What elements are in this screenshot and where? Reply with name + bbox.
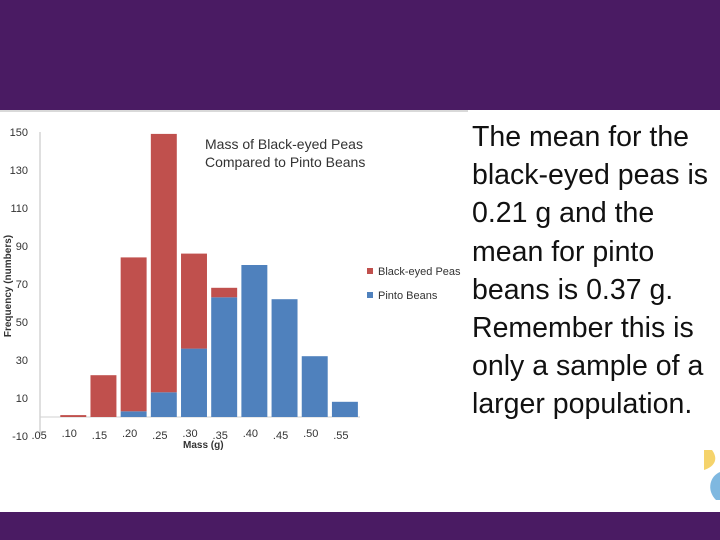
x-tick-label: .10 xyxy=(62,428,77,440)
x-tick-label: .45 xyxy=(273,430,288,442)
x-tick-label: .50 xyxy=(303,428,318,440)
y-tick-label: 150 xyxy=(10,127,28,139)
x-tick-label: .30 xyxy=(182,428,197,440)
bar-pinto-beans xyxy=(301,356,328,417)
bar-black-eyed-peas xyxy=(211,287,238,298)
bar-pinto-beans xyxy=(271,299,298,417)
bar-black-eyed-peas xyxy=(120,257,147,412)
x-tick-label: .05 xyxy=(31,430,46,442)
chart-title-line-2: Compared to Pinto Beans xyxy=(205,154,365,170)
y-tick-label: 70 xyxy=(16,279,28,291)
legend-swatch-black-eyed-peas xyxy=(367,268,373,274)
bar-pinto-beans xyxy=(211,297,238,417)
text-panel: The mean for the black-eyed peas is 0.21… xyxy=(466,118,710,540)
x-tick-label: .35 xyxy=(213,430,228,442)
bar-black-eyed-peas xyxy=(90,375,117,417)
x-tick-label: .20 xyxy=(122,428,137,440)
y-tick-label: 10 xyxy=(16,393,28,405)
y-tick-label: 110 xyxy=(10,203,28,215)
x-tick-label: .40 xyxy=(243,428,258,440)
chart-title-line-1: Mass of Black-eyed Peas xyxy=(205,136,363,152)
chart-y-axis-label: Frequency (numbers) xyxy=(3,235,14,337)
y-tick-label: -10 xyxy=(12,431,28,443)
y-tick-label: 30 xyxy=(16,355,28,367)
bar-pinto-beans xyxy=(181,348,207,417)
footer-band xyxy=(0,512,720,540)
bar-pinto-beans xyxy=(241,265,268,417)
x-tick-label: .15 xyxy=(92,430,107,442)
legend-label-black-eyed-peas: Black-eyed Peas xyxy=(378,266,461,278)
bar-black-eyed-peas xyxy=(150,133,177,393)
chart-labels: 150 130 110 90 70 50 30 10 -10.05 .10 .15 .20 .25 .30… xyxy=(10,127,349,443)
y-tick-label: 130 xyxy=(10,165,28,177)
bar-black-eyed-peas xyxy=(60,415,87,417)
x-tick-label: .55 xyxy=(333,430,348,442)
bar-pinto-beans xyxy=(150,392,177,417)
bar-pinto-beans xyxy=(120,411,147,417)
header-band xyxy=(0,0,720,110)
chart-x-axis-label: Mass (g) xyxy=(183,440,224,451)
bar-black-eyed-peas xyxy=(181,253,207,349)
legend-label-pinto-beans: Pinto Beans xyxy=(378,290,438,302)
decorative-shape xyxy=(704,450,720,500)
slide-body-text: The mean for the black-eyed peas is 0.21… xyxy=(472,121,709,421)
chart-bars xyxy=(60,133,358,417)
y-tick-label: 50 xyxy=(16,317,28,329)
x-tick-label: .25 xyxy=(152,430,167,442)
chart-panel: 150 130 110 90 70 50 30 10 -10.05 .10 .15 .20 .25 .30… xyxy=(0,110,468,457)
bar-pinto-beans xyxy=(331,401,358,417)
y-tick-label: 90 xyxy=(16,241,28,253)
histogram-chart: 150 130 110 90 70 50 30 10 -10.05 .10 .15 .20 .25 .30… xyxy=(3,127,461,451)
legend-swatch-pinto-beans xyxy=(367,292,373,298)
